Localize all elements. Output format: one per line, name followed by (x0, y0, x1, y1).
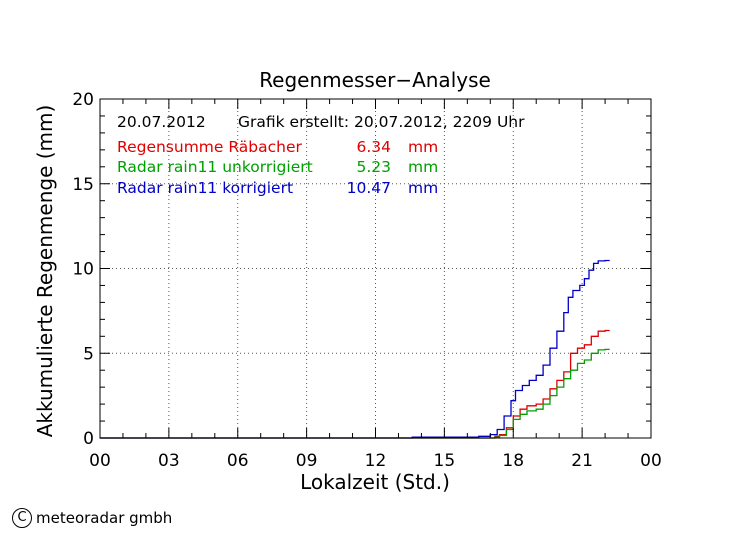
legend-value-red: 6.34 (356, 138, 391, 156)
company-name: meteoradar gmbh (36, 509, 173, 527)
legend-label-green: Radar rain11 unkorrigiert (117, 158, 313, 176)
x-tick-label: 09 (296, 451, 318, 471)
x-tick-label: 15 (434, 451, 456, 471)
series-lines (100, 259, 610, 439)
legend-label-red: Regensumme Räbacher (117, 138, 303, 156)
x-tick-label: 06 (227, 451, 249, 471)
legend-unit-blue: mm (408, 179, 438, 197)
y-axis-label: Akkumulierte Regenmenge (mm) (33, 105, 57, 438)
x-tick-label: 03 (158, 451, 180, 471)
plot-frame (99, 98, 652, 439)
legend-label-blue: Radar rain11 korrigiert (117, 179, 293, 197)
chart-title: Regenmesser−Analyse (259, 68, 491, 92)
copyright-notice: C meteoradar gmbh (12, 508, 172, 528)
series-line-0 (100, 329, 610, 439)
grid (100, 99, 651, 438)
series-line-1 (100, 348, 610, 439)
legend-unit-green: mm (408, 158, 438, 176)
x-tick-label: 00 (640, 451, 662, 471)
x-tick-label: 12 (365, 451, 387, 471)
y-tick-label: 20 (72, 90, 94, 110)
copyright-icon: C (12, 508, 32, 528)
x-tick-label: 21 (571, 451, 593, 471)
info-block: 20.07.2012 Grafik erstellt: 20.07.2012, … (117, 113, 525, 197)
legend-value-green: 5.23 (356, 158, 391, 176)
y-tick-label: 15 (72, 175, 94, 195)
x-axis-label: Lokalzeit (Std.) (300, 470, 450, 494)
y-tick-label: 5 (83, 344, 94, 364)
y-tick-label: 0 (83, 429, 94, 449)
info-created: Grafik erstellt: 20.07.2012, 2209 Uhr (238, 113, 525, 131)
x-tick-labels: 00 03 06 09 12 15 18 21 00 (89, 451, 662, 471)
y-tick-labels: 0 5 10 15 20 (72, 90, 94, 449)
x-tick-label: 18 (502, 451, 524, 471)
legend-unit-red: mm (408, 138, 438, 156)
info-date: 20.07.2012 (117, 113, 206, 131)
x-tick-label: 00 (89, 451, 111, 471)
y-tick-label: 10 (72, 260, 94, 280)
legend-value-blue: 10.47 (347, 179, 391, 197)
